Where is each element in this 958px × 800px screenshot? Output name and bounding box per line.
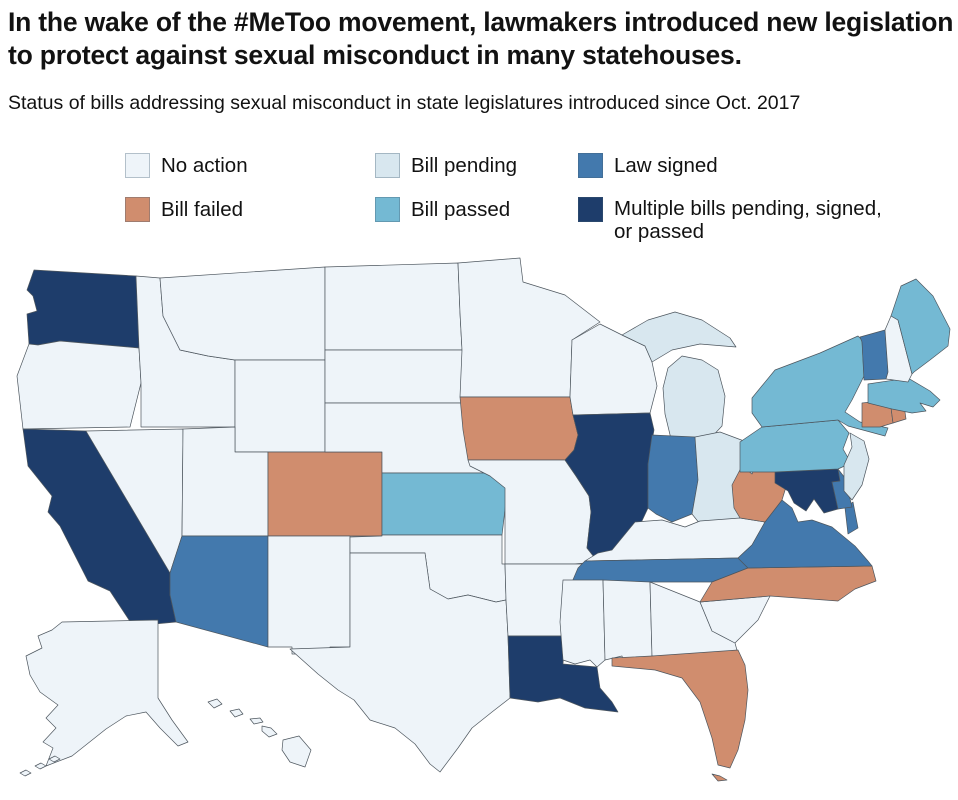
state-pa: Pennsylvania bbox=[739, 419, 852, 473]
state-co: Colorado bbox=[267, 451, 383, 537]
state-nj: New Jersey bbox=[843, 432, 870, 501]
state-wa: Washington bbox=[26, 269, 140, 349]
legend-swatch-bill-failed bbox=[125, 197, 150, 222]
state-ak: Alaska bbox=[19, 619, 189, 777]
state-ny: New York bbox=[751, 335, 889, 437]
legend-item-bill-failed: Bill failed bbox=[125, 197, 243, 222]
us-choropleth-map: WashingtonOregonCaliforniaNevadaIdahoMon… bbox=[16, 257, 951, 782]
legend-label-bill-passed: Bill passed bbox=[411, 198, 511, 221]
map-container: WashingtonOregonCaliforniaNevadaIdahoMon… bbox=[0, 250, 958, 800]
legend-label-bill-failed: Bill failed bbox=[161, 198, 244, 221]
legend-item-multiple: Multiple bills pending, signed, or passe… bbox=[578, 197, 882, 243]
legend-swatch-law-signed bbox=[578, 153, 603, 178]
legend-swatch-bill-pending bbox=[375, 153, 400, 178]
legend: No action Bill pending Law signed Bill fail… bbox=[0, 150, 958, 245]
legend-swatch-multiple bbox=[578, 197, 603, 222]
state-vt: Vermont bbox=[859, 329, 889, 381]
state-ia: Iowa bbox=[459, 396, 579, 461]
state-az: Arizona bbox=[169, 535, 269, 648]
legend-item-law-signed: Law signed bbox=[578, 153, 718, 178]
legend-item-bill-passed: Bill passed bbox=[375, 197, 510, 222]
state-al: Alabama bbox=[602, 579, 659, 668]
state-nd: North Dakota bbox=[324, 262, 463, 351]
state-nm: New Mexico bbox=[267, 535, 351, 655]
state-mt: Montana bbox=[159, 266, 326, 361]
page-subtitle: Status of bills addressing sexual miscon… bbox=[8, 92, 801, 114]
state-in: Indiana bbox=[647, 434, 699, 523]
legend-label-no-action: No action bbox=[161, 154, 248, 177]
legend-swatch-bill-passed bbox=[375, 197, 400, 222]
legend-swatch-no-action bbox=[125, 153, 150, 178]
state-tx: Texas bbox=[289, 552, 511, 773]
state-mi: Michigan bbox=[621, 311, 737, 444]
legend-item-bill-pending: Bill pending bbox=[375, 153, 517, 178]
page-title: In the wake of the #MeToo movement, lawm… bbox=[8, 7, 954, 71]
state-fl: Florida bbox=[611, 649, 749, 782]
state-or: Oregon bbox=[16, 340, 142, 430]
state-hi: Hawaii bbox=[207, 698, 312, 768]
legend-label-multiple: Multiple bills pending, signed, or passe… bbox=[614, 197, 882, 243]
state-wy: Wyoming bbox=[234, 359, 326, 453]
state-sd: South Dakota bbox=[324, 349, 469, 404]
state-ms: Mississippi bbox=[559, 579, 606, 668]
legend-label-law-signed: Law signed bbox=[614, 154, 718, 177]
state-nc: North Carolina bbox=[699, 565, 877, 603]
state-wi: Wisconsin bbox=[569, 323, 658, 416]
state-ks: Kansas bbox=[381, 472, 509, 536]
state-me: Maine bbox=[890, 278, 951, 375]
legend-item-no-action: No action bbox=[125, 153, 248, 178]
legend-label-bill-pending: Bill pending bbox=[411, 154, 517, 177]
state-ma: Massachusetts bbox=[867, 377, 941, 414]
